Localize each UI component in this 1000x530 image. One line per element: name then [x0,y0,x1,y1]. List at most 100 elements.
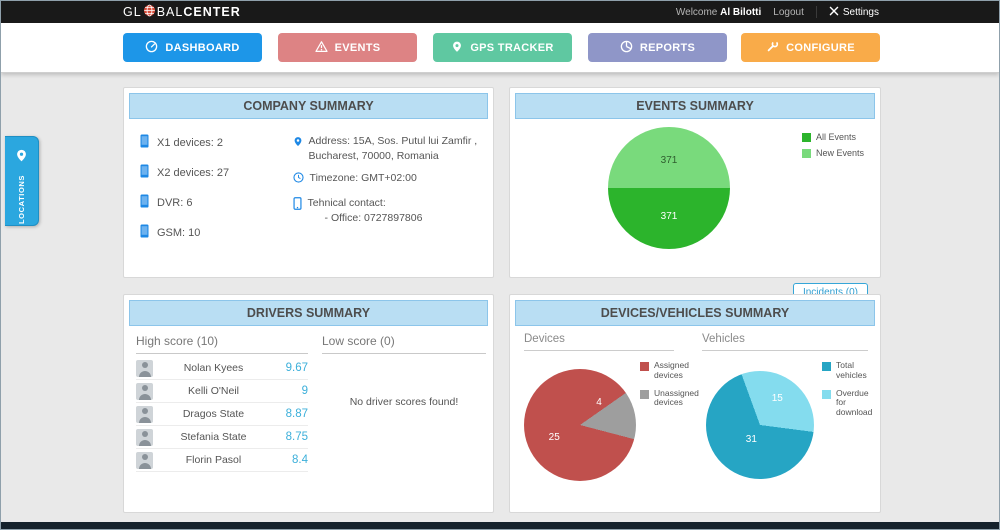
driver-name: Florin Pasol [185,454,242,466]
vehicles-slice-value-total: 31 [745,433,757,445]
sidebar-tab-locations[interactable]: LOCATIONS [5,136,39,226]
devices-slice-value-unassigned: 4 [596,397,602,408]
legend-item-unassigned-devices: Unassigned devices [640,388,702,409]
legend-item-all-events: All Events [801,132,864,142]
tab-dashboard-label: DASHBOARD [165,41,240,54]
devices-pie: 25 4 [524,369,636,481]
drivers-summary-title: DRIVERS SUMMARY [129,300,488,326]
logo-text-bal: BAL [156,5,184,19]
app-logo: GL BAL CENTER [123,1,241,23]
company-summary-body: X1 devices: 2 X2 devices: 27 DVR: 6 GSM:… [124,124,493,254]
logo-text-center: CENTER [183,5,241,19]
logo-text-gl: GL [123,5,142,19]
legend-swatch [801,133,811,142]
list-item: X1 devices: 2 [140,134,293,151]
phone-device-icon [140,224,149,241]
welcome-text: Welcome Al Bilotti [676,7,761,18]
phone-device-icon [140,134,149,151]
table-row[interactable]: Dragos State 8.87 [136,403,308,426]
events-summary-panel: EVENTS SUMMARY 371 371 All Events New Ev… [509,87,881,302]
tab-dashboard[interactable]: DASHBOARD [123,33,262,62]
address-row: Address: 15A, Sos. Putul lui Zamfir , Bu… [293,134,479,163]
avatar [136,451,153,469]
high-score-column: High score (10) Nolan Kyees 9.67 Kelli O… [136,334,308,472]
tab-events[interactable]: EVENTS [278,33,417,62]
device-count-label: X2 devices: 27 [157,166,230,179]
tab-gps-tracker-label: GPS TRACKER [470,41,554,54]
high-score-header: High score (10) [136,334,308,354]
dashboard-gauge-icon [145,40,158,56]
device-count-label: X1 devices: 2 [157,136,224,149]
no-scores-message: No driver scores found! [349,396,459,408]
company-summary-title: COMPANY SUMMARY [129,93,488,119]
topbar-divider [815,6,817,18]
footer-bar [1,522,999,529]
legend-item-assigned-devices: Assigned devices [640,360,702,381]
wrench-icon [766,40,779,56]
driver-name: Kelli O'Neil [187,385,240,397]
tab-gps-tracker[interactable]: GPS TRACKER [433,33,572,62]
avatar [136,405,153,423]
legend-item-total-vehicles: Total vehicles [822,360,876,381]
events-summary-body: 371 371 All Events New Events Incidents … [510,124,880,302]
contact-row: Tehnical contact: - Office: 0727897806 [293,196,479,225]
company-device-list: X1 devices: 2 X2 devices: 27 DVR: 6 GSM:… [140,134,293,254]
vehicles-legend: Total vehicles Overdue for download [822,360,876,426]
legend-item-new-events: New Events [801,148,864,158]
legend-swatch [822,362,831,371]
drivers-summary-body: High score (10) Nolan Kyees 9.67 Kelli O… [124,331,493,529]
device-count-label: DVR: 6 [157,196,193,209]
legend-label: Assigned devices [654,360,689,380]
low-score-column: Low score (0) No driver scores found! [322,334,486,408]
tablet-icon [293,196,302,225]
map-pin-icon [451,40,463,56]
devices-vehicles-title: DEVICES/VEHICLES SUMMARY [515,300,875,326]
list-item: DVR: 6 [140,194,293,211]
events-slice-value-new: 371 [660,155,678,166]
address-line2: Bucharest, 70000, Romania [308,149,439,162]
devices-slice-value-assigned: 25 [548,431,560,443]
table-row[interactable]: Florin Pasol 8.4 [136,449,308,472]
tab-configure[interactable]: CONFIGURE [741,33,880,62]
vehicles-subheader: Vehicles [702,333,868,351]
legend-swatch [640,389,649,399]
devices-vehicles-body: Devices Vehicles 25 4 Assigned devices U… [510,331,880,509]
tab-events-label: EVENTS [334,41,381,54]
table-row[interactable]: Kelli O'Neil 9 [136,380,308,403]
contact-text: Tehnical contact: - Office: 0727897806 [308,196,423,225]
globe-icon [142,4,157,20]
pie-chart-icon [620,40,633,56]
devices-vehicles-summary-panel: DEVICES/VEHICLES SUMMARY Devices Vehicle… [509,294,881,513]
address-text: Address: 15A, Sos. Putul lui Zamfir , Bu… [309,134,478,163]
tab-reports-label: REPORTS [639,41,696,54]
phone-device-icon [140,194,149,211]
events-summary-title: EVENTS SUMMARY [515,93,875,119]
phone-device-icon [140,164,149,181]
tab-configure-label: CONFIGURE [786,41,855,54]
address-pin-icon [293,134,303,163]
nav-bar: DASHBOARD EVENTS GPS TRACKER REPORTS CON… [1,23,999,73]
contact-line1: Tehnical contact: [307,197,386,210]
driver-name: Dragos State [182,408,245,420]
tab-reports[interactable]: REPORTS [588,33,727,62]
list-item: GSM: 10 [140,224,293,241]
address-line1: Address: 15A, Sos. Putul lui Zamfir , [308,135,478,147]
logout-link[interactable]: Logout [773,6,804,18]
legend-swatch [801,149,811,158]
settings-link[interactable]: Settings [829,6,879,19]
locations-label: LOCATIONS [17,175,26,225]
table-row[interactable]: Nolan Kyees 9.67 [136,357,308,380]
drivers-summary-panel: DRIVERS SUMMARY High score (10) Nolan Ky… [123,294,494,529]
driver-score: 8.75 [285,431,308,443]
driver-name: Nolan Kyees [183,362,244,374]
timezone-row: Timezone: GMT+02:00 [292,171,479,188]
avatar [136,382,153,400]
device-count-label: GSM: 10 [157,226,201,239]
top-bar-right: Welcome Al Bilotti Logout Settings [676,1,879,23]
driver-score: 8.4 [292,454,308,466]
legend-label: New Events [815,148,864,158]
table-row[interactable]: Stefania State 8.75 [136,426,308,449]
company-summary-panel: COMPANY SUMMARY X1 devices: 2 X2 devices… [123,87,494,278]
legend-swatch [822,389,831,399]
settings-label: Settings [842,6,879,18]
